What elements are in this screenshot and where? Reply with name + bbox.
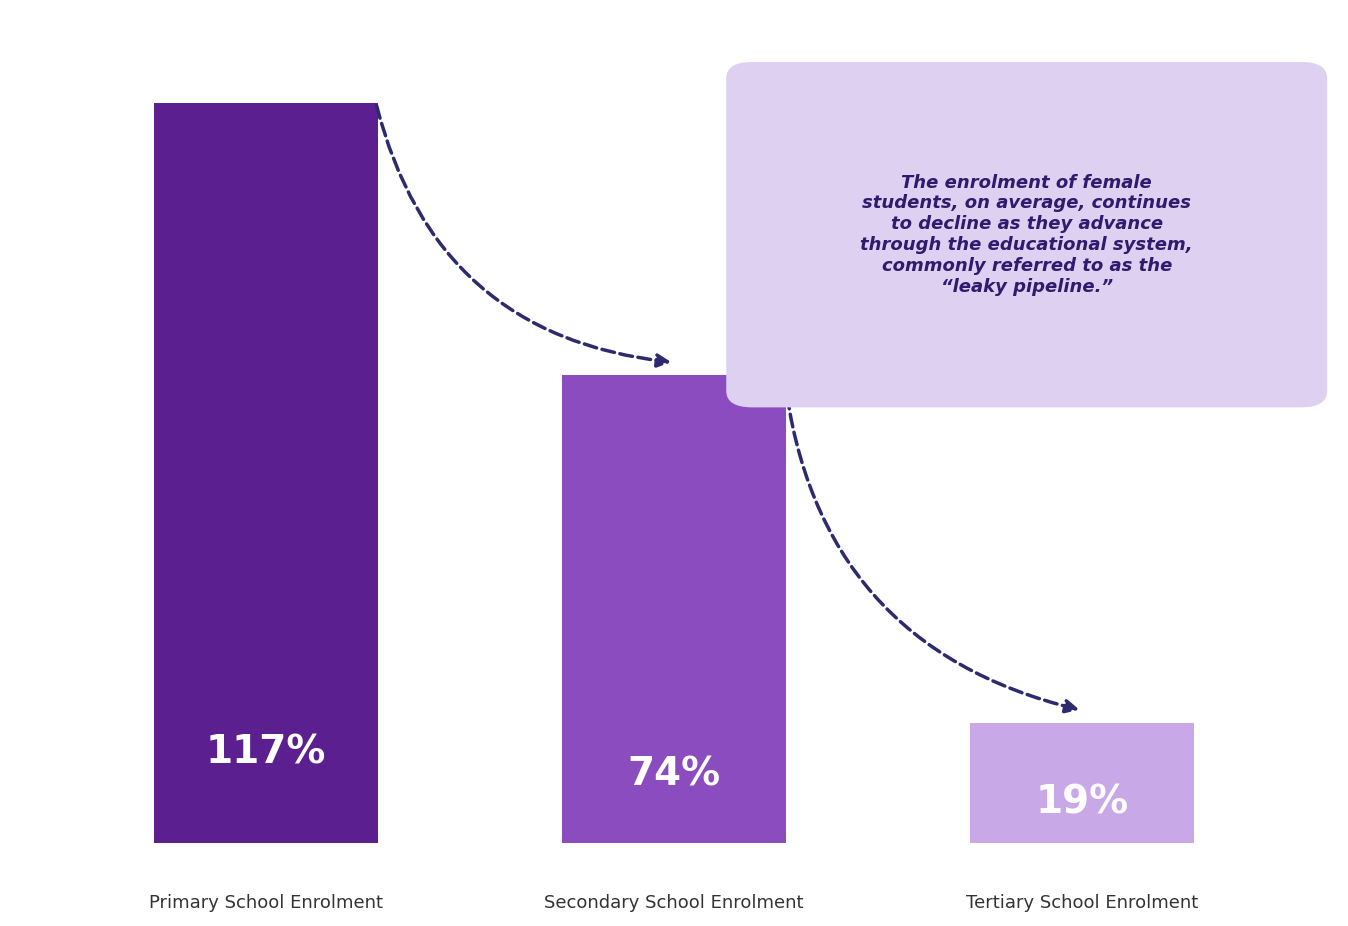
Bar [154,103,377,844]
Bar [971,723,1194,844]
Text: The enrolment of female
students, on average, continues
to decline as they advan: The enrolment of female students, on ave… [860,174,1193,295]
FancyBboxPatch shape [727,62,1328,407]
Text: Tertiary School Enrolment: Tertiary School Enrolment [967,894,1198,912]
Text: Secondary School Enrolment: Secondary School Enrolment [545,894,803,912]
Text: 74%: 74% [627,756,721,794]
Text: Primary School Enrolment: Primary School Enrolment [148,894,383,912]
Text: 117%: 117% [206,733,326,771]
Bar [562,375,786,844]
Text: 19%: 19% [1035,783,1128,821]
